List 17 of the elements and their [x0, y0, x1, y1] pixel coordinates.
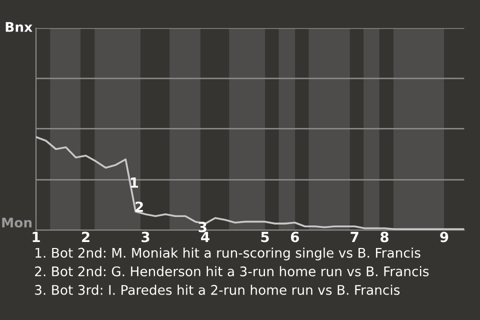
text: 3. Bot 3rd: I. Paredes hit a 2-run home run vs B. Francis: [35, 284, 400, 295]
x-tick-label: 5: [261, 232, 269, 242]
annotation: 1: [130, 178, 138, 188]
text: Mon: [2, 218, 32, 228]
x-tick-label: 3: [142, 232, 150, 242]
text: Bnx: [6, 22, 32, 32]
x-tick-label: 6: [290, 232, 299, 242]
x-tick-label: 7: [350, 232, 358, 242]
x-tick-label: 2: [82, 232, 90, 242]
x-tick-label: 4: [201, 232, 210, 242]
annotation: 2: [136, 202, 143, 212]
x-tick-label: 9: [440, 232, 448, 242]
x-tick-label: 1: [32, 232, 40, 242]
x-tick-label: 8: [380, 232, 388, 242]
text: 2. Bot 2nd: G. Henderson hit a 3-run home run vs B. Francis: [35, 266, 429, 276]
text: 1. Bot 2nd: M. Moniak hit a run-scoring single vs B. Francis: [36, 248, 420, 260]
annotation: 3: [198, 222, 206, 232]
